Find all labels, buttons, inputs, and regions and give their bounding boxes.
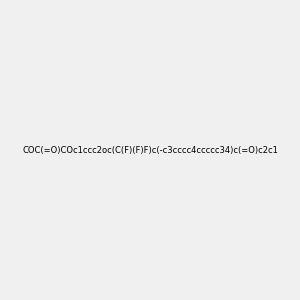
Text: COC(=O)COc1ccc2oc(C(F)(F)F)c(-c3cccc4ccccc34)c(=O)c2c1: COC(=O)COc1ccc2oc(C(F)(F)F)c(-c3cccc4ccc… (22, 146, 278, 154)
